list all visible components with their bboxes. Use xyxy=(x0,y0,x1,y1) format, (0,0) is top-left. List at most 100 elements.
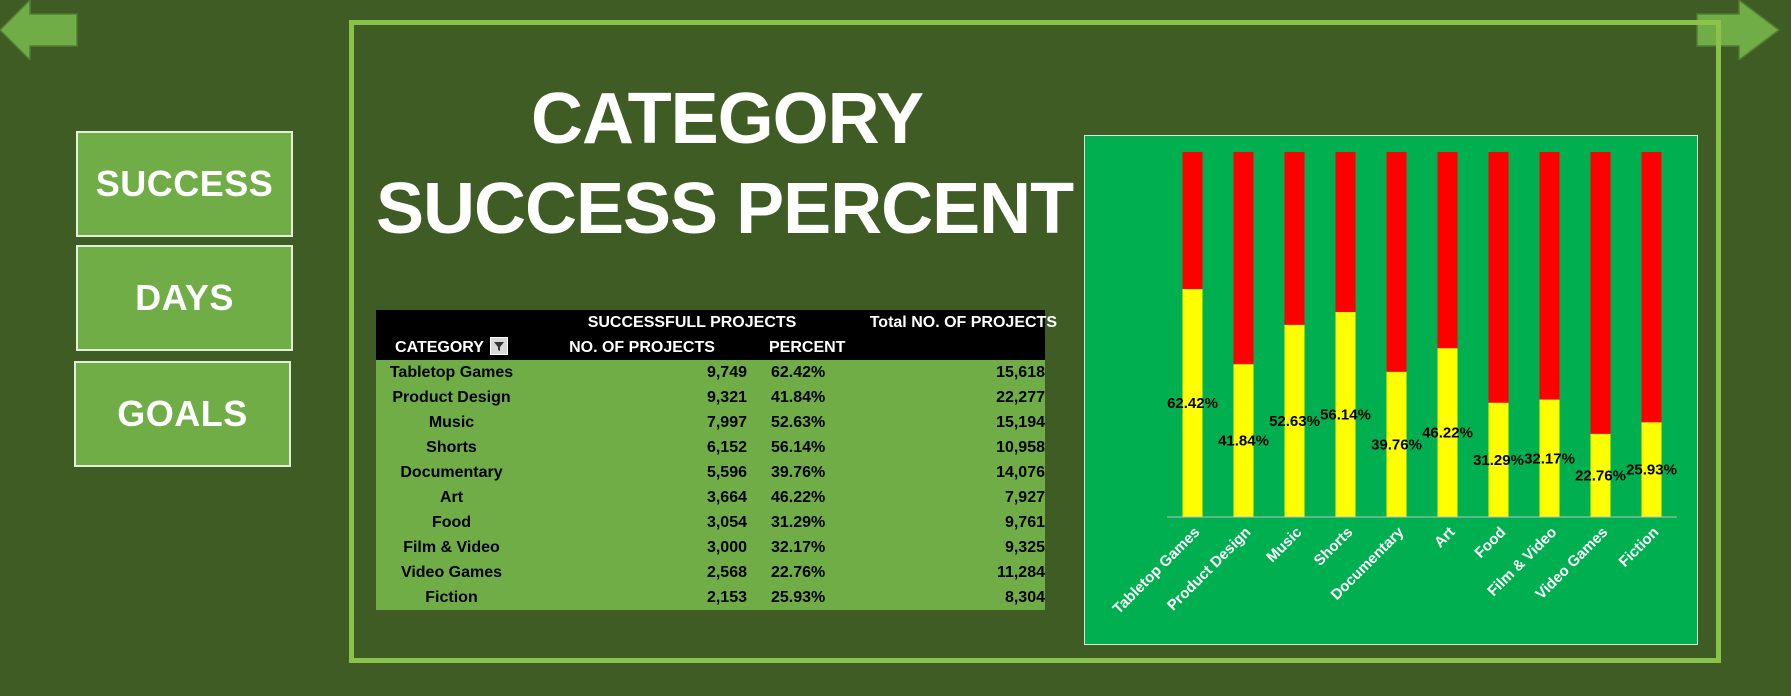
row-total: 9,761 xyxy=(857,510,1045,535)
page-title-line1: CATEGORY xyxy=(531,79,924,159)
data-label: 39.76% xyxy=(1371,436,1422,453)
row-total: 22,277 xyxy=(857,385,1045,410)
data-label: 41.84% xyxy=(1218,433,1269,450)
success-button[interactable]: SUCCESS xyxy=(76,131,293,237)
row-total: 11,284 xyxy=(857,560,1045,585)
data-label: 52.63% xyxy=(1269,413,1320,430)
row-category: Product Design xyxy=(376,385,527,410)
row-total: 14,076 xyxy=(857,460,1045,485)
row-total: 9,325 xyxy=(857,535,1045,560)
row-successful: 9,749 xyxy=(527,360,757,385)
x-tick-label: Art xyxy=(1431,524,1458,551)
data-label: 31.29% xyxy=(1473,452,1524,469)
page-title-line2: SUCCESS PERCENT xyxy=(376,169,1074,249)
table-row: Shorts 6,152 56.14% 10,958 xyxy=(376,435,1045,460)
table-row: Tabletop Games 9,749 62.42% 15,618 xyxy=(376,360,1045,385)
bar-remaining xyxy=(1590,152,1611,434)
row-percent: 62.42% xyxy=(757,360,857,385)
row-category: Fiction xyxy=(376,585,527,610)
table-header-row-1: SUCCESSFULL PROJECTS Total NO. OF PROJEC… xyxy=(376,310,1057,335)
row-total: 7,927 xyxy=(857,485,1045,510)
table-row: Music 7,997 52.63% 15,194 xyxy=(376,410,1045,435)
dashboard-frame xyxy=(349,20,1721,663)
row-category: Documentary xyxy=(376,460,527,485)
arrow-left-icon[interactable] xyxy=(0,0,80,60)
row-total: 15,194 xyxy=(857,410,1045,435)
bar-success xyxy=(1641,422,1662,517)
filter-icon[interactable] xyxy=(489,336,508,355)
data-label: 62.42% xyxy=(1167,395,1218,412)
bar-success xyxy=(1335,312,1356,517)
row-successful: 2,568 xyxy=(527,560,757,585)
row-percent: 56.14% xyxy=(757,435,857,460)
bar-remaining xyxy=(1335,152,1356,313)
row-category: Art xyxy=(376,485,527,510)
table-row: Documentary 5,596 39.76% 14,076 xyxy=(376,460,1045,485)
row-category: Shorts xyxy=(376,435,527,460)
bar-success xyxy=(1182,289,1203,517)
row-successful: 7,997 xyxy=(527,410,757,435)
table-row: Product Design 9,321 41.84% 22,277 xyxy=(376,385,1045,410)
row-successful: 3,664 xyxy=(527,485,757,510)
data-label: 22.76% xyxy=(1575,467,1626,484)
bar-remaining xyxy=(1233,152,1254,365)
days-button[interactable]: DAYS xyxy=(76,245,293,351)
header-successful-projects: SUCCESSFULL PROJECTS xyxy=(527,310,857,335)
row-total: 10,958 xyxy=(857,435,1045,460)
x-tick-label: Food xyxy=(1471,524,1509,562)
bar-remaining xyxy=(1539,152,1560,400)
x-tick-label: Tabletop Games xyxy=(1110,524,1204,618)
bar-success xyxy=(1437,348,1458,517)
row-successful: 9,321 xyxy=(527,385,757,410)
category-table: SUCCESSFULL PROJECTS Total NO. OF PROJEC… xyxy=(376,310,1057,610)
bar-success xyxy=(1386,371,1407,517)
bar-success xyxy=(1233,364,1254,517)
row-successful: 2,153 xyxy=(527,585,757,610)
row-percent: 41.84% xyxy=(757,385,857,410)
header-total-projects: Total NO. OF PROJECTS xyxy=(857,310,1057,335)
row-category: Music xyxy=(376,410,527,435)
row-successful: 5,596 xyxy=(527,460,757,485)
goals-button-label: GOALS xyxy=(117,393,248,434)
row-successful: 3,054 xyxy=(527,510,757,535)
data-label: 32.17% xyxy=(1524,450,1575,467)
bar-remaining xyxy=(1488,152,1509,403)
table-row: Film & Video 3,000 32.17% 9,325 xyxy=(376,535,1045,560)
bar-success xyxy=(1590,433,1611,517)
row-successful: 6,152 xyxy=(527,435,757,460)
x-tick-label: Fiction xyxy=(1616,524,1663,571)
row-total: 15,618 xyxy=(857,360,1045,385)
row-percent: 32.17% xyxy=(757,535,857,560)
table-header-row-2: CATEGORY NO. OF PROJECTS PERCENT xyxy=(376,335,1045,360)
row-percent: 46.22% xyxy=(757,485,857,510)
header-total-projects-label: Total NO. OF PROJECTS xyxy=(869,314,1057,331)
row-successful: 3,000 xyxy=(527,535,757,560)
success-percent-chart: 62.42% Tabletop Games 41.84% Product Design… xyxy=(1084,135,1698,645)
row-category: Food xyxy=(376,510,527,535)
row-percent: 25.93% xyxy=(757,585,857,610)
bar-remaining xyxy=(1182,152,1203,290)
row-percent: 39.76% xyxy=(757,460,857,485)
row-percent: 52.63% xyxy=(757,410,857,435)
days-button-label: DAYS xyxy=(135,277,234,318)
header-num-projects: NO. OF PROJECTS xyxy=(527,335,757,360)
x-tick-label: Shorts xyxy=(1311,524,1357,570)
x-tick-label: Music xyxy=(1263,524,1305,566)
table-row: Art 3,664 46.22% 7,927 xyxy=(376,485,1045,510)
bar-remaining xyxy=(1437,152,1458,349)
header-category-label: CATEGORY xyxy=(395,339,484,356)
header-blank xyxy=(376,310,527,335)
data-label: 25.93% xyxy=(1626,462,1677,479)
header-blank-2 xyxy=(857,335,1045,360)
row-percent: 31.29% xyxy=(757,510,857,535)
bar-success xyxy=(1539,399,1560,517)
table-row: Fiction 2,153 25.93% 8,304 xyxy=(376,585,1045,610)
data-label: 46.22% xyxy=(1422,425,1473,442)
row-category: Video Games xyxy=(376,560,527,585)
bar-success xyxy=(1284,324,1305,517)
row-total: 8,304 xyxy=(857,585,1045,610)
success-button-label: SUCCESS xyxy=(95,163,274,204)
table-row: Video Games 2,568 22.76% 11,284 xyxy=(376,560,1045,585)
goals-button[interactable]: GOALS xyxy=(74,361,291,467)
